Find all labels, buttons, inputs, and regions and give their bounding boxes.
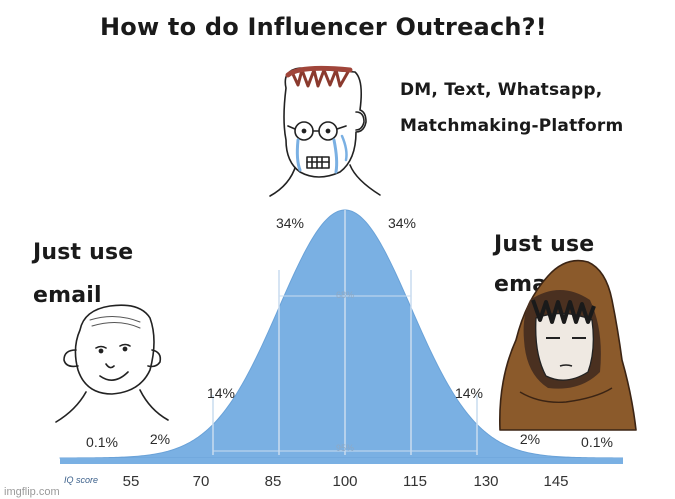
- bell-curve-fill: [59, 209, 624, 459]
- axis-strip: [60, 458, 623, 464]
- axis-label: IQ score: [64, 475, 98, 485]
- right-caption-line-1: Just use: [492, 232, 594, 257]
- tick-label: 55: [123, 473, 140, 490]
- smiling-character-illustration: [55, 304, 169, 423]
- left-caption-line-2: email: [33, 283, 102, 308]
- pct-label: 14%: [207, 385, 235, 401]
- tick-label: 115: [403, 473, 427, 490]
- tick-label: 130: [473, 473, 498, 490]
- pct-label: 34%: [388, 215, 416, 231]
- pct-label: 2%: [150, 431, 170, 447]
- pct-label: 14%: [455, 385, 483, 401]
- hooded-character-illustration: [499, 259, 637, 431]
- pct-label: 0.1%: [86, 434, 118, 450]
- tick-label: 100: [332, 473, 357, 490]
- pct-label: 34%: [276, 215, 304, 231]
- tick-label: 85: [265, 473, 282, 490]
- pct-band-68: 68%: [336, 290, 354, 300]
- pct-band-95: 95%: [336, 443, 354, 453]
- center-caption-line-1: DM, Text, Whatsapp,: [400, 80, 602, 100]
- meme-title: How to do Influencer Outreach?!: [100, 13, 547, 41]
- bell-curve: [59, 209, 624, 459]
- tick-label: 70: [193, 473, 210, 490]
- pct-label: 2%: [520, 431, 540, 447]
- crying-character-illustration: [269, 65, 381, 197]
- left-caption-line-1: Just use: [31, 240, 133, 265]
- watermark: imgflip.com: [4, 486, 60, 498]
- tick-label: 145: [543, 473, 568, 490]
- pct-label: 0.1%: [581, 434, 613, 450]
- center-caption-line-2: Matchmaking-Platform: [400, 116, 623, 136]
